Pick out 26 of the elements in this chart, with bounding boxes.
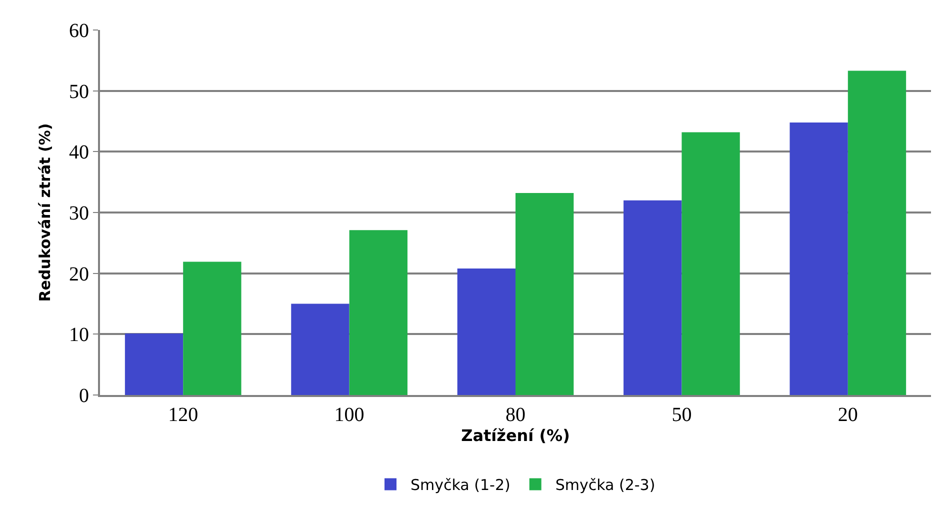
- y-tick-label: 20: [69, 263, 89, 286]
- bar: [848, 70, 906, 395]
- y-tick-label: 50: [69, 80, 89, 103]
- x-tick-label: 20: [838, 404, 858, 426]
- y-tick-label: 0: [79, 385, 89, 407]
- x-tick-label: 50: [672, 404, 692, 426]
- y-tick-label: 30: [69, 202, 89, 224]
- bar: [124, 334, 184, 395]
- y-tick-label: 40: [69, 142, 89, 164]
- x-tick-label: 100: [334, 404, 364, 426]
- bar: [516, 193, 574, 395]
- bar: [624, 200, 682, 395]
- y-tick-label: 60: [69, 20, 89, 42]
- x-axis-title: Zatížení (%): [461, 426, 570, 446]
- legend-label: Smyčka (1-2): [410, 476, 510, 494]
- x-tick-label: 120: [168, 404, 198, 426]
- bar: [349, 230, 408, 395]
- bar: [682, 132, 740, 395]
- bar: [457, 268, 516, 395]
- bar: [790, 122, 848, 395]
- y-axis-title: Redukování ztrát (%): [36, 123, 54, 302]
- bar: [291, 304, 350, 395]
- x-tick-label: 80: [506, 404, 526, 426]
- y-tick-label: 10: [69, 324, 89, 346]
- bar: [183, 262, 242, 395]
- legend-label: Smyčka (2-3): [555, 476, 656, 494]
